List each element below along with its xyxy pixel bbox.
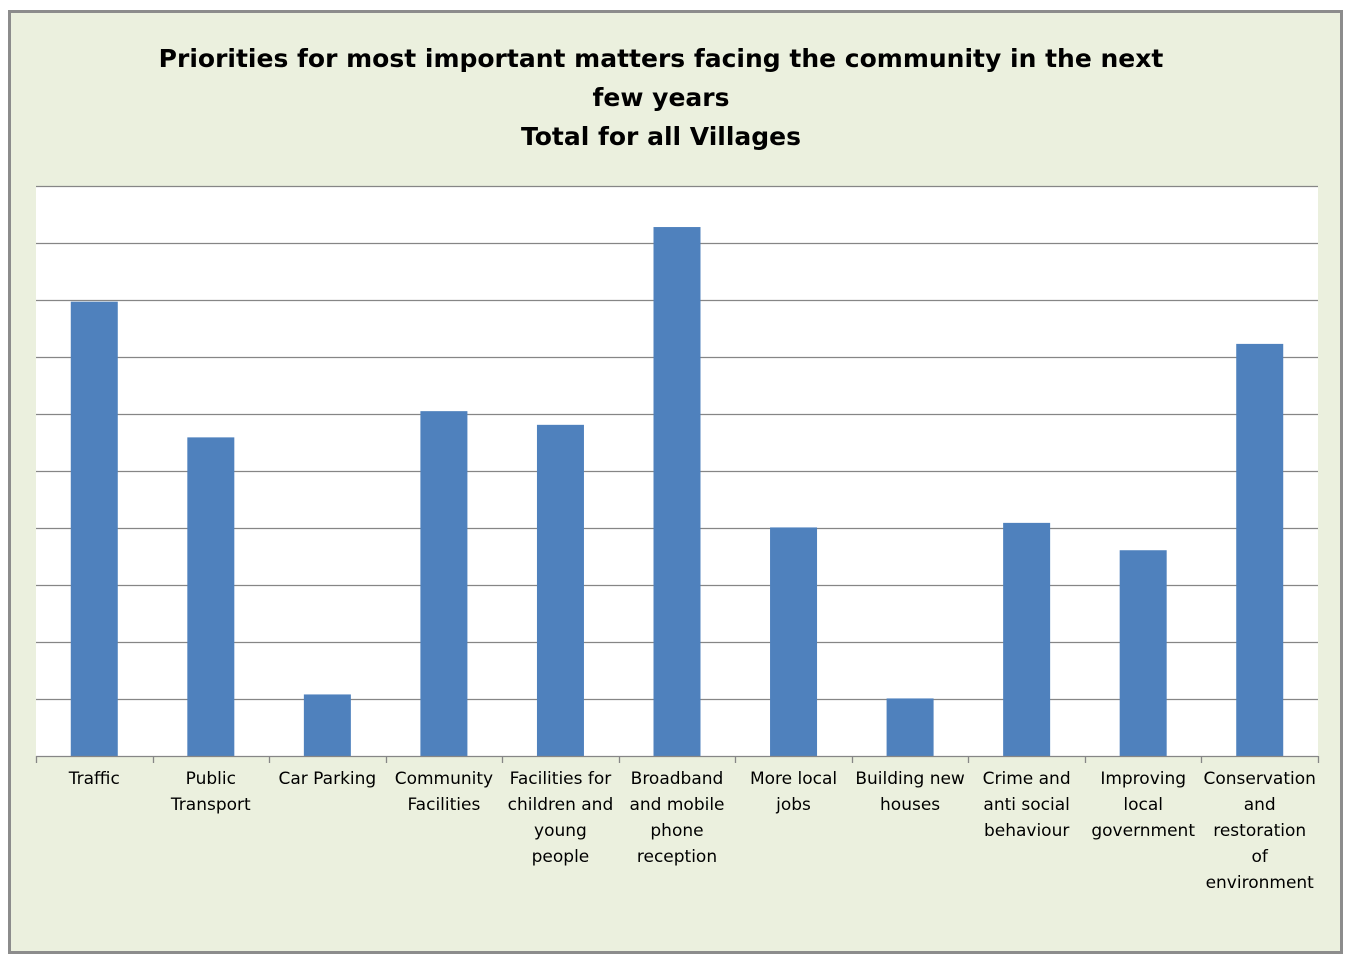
chart-frame: Priorities for most important matters fa… [8, 10, 1343, 954]
x-axis-labels: Traffic Public Transport Car Parking Communi… [68, 769, 1316, 893]
x-tick-label-line: behaviour [984, 821, 1069, 841]
x-tick-label-line: Broadband [631, 769, 724, 789]
bar-2 [303, 694, 351, 756]
x-tick-label-line: and [1244, 795, 1276, 815]
x-tick-label-4: Facilities for children and young people [508, 769, 614, 867]
x-tick-label-5: Broadband and mobile phone reception [629, 769, 724, 867]
x-tick-label-line: Community [395, 769, 493, 789]
x-tick-label-3: Community Facilities [395, 769, 493, 815]
x-tick-label-line: children and [508, 795, 614, 815]
x-tick-label-line: Facilities [407, 795, 480, 815]
bar-10 [1236, 343, 1284, 756]
x-tick-label-line: environment [1206, 873, 1315, 893]
x-tick-label-7: Building new houses [855, 769, 965, 815]
x-tick-label-line: Conservation [1204, 769, 1316, 789]
bars [70, 227, 1284, 757]
x-tick-label-line: phone [650, 821, 703, 841]
bar-0 [70, 301, 118, 756]
x-tick-label-line: houses [880, 795, 940, 815]
x-tick-label-0: Traffic [68, 769, 120, 789]
x-tick-label-10: Conservation and restoration of environment [1204, 769, 1316, 893]
bar-9 [1119, 550, 1167, 756]
x-tick-label-line: people [532, 847, 590, 867]
x-tick-label-line: Car Parking [279, 769, 377, 789]
chart-title: Priorities for most important matters fa… [11, 39, 1311, 156]
x-tick-label-line: Facilities for [510, 769, 612, 789]
x-tick-label-line: and mobile [629, 795, 724, 815]
x-tick-label-1: Public Transport [170, 769, 251, 815]
x-tick-label-line: of [1252, 847, 1269, 867]
x-tick-label-line: Improving [1100, 769, 1186, 789]
x-tick-label-2: Car Parking [279, 769, 377, 789]
bar-3 [420, 411, 468, 756]
x-tick-label-8: Crime and anti social behaviour [983, 769, 1071, 841]
x-tick-label-line: Traffic [68, 769, 120, 789]
x-tick-label-line: anti social [983, 795, 1069, 815]
bar-6 [770, 527, 818, 756]
bar-8 [1003, 522, 1051, 756]
x-tick-label-line: young [534, 821, 587, 841]
x-tick-label-line: restoration [1213, 821, 1306, 841]
x-tick-label-line: jobs [775, 795, 811, 815]
x-axis [35, 755, 1320, 763]
chart-title-line-1: Priorities for most important matters fa… [158, 44, 1164, 73]
bar-4 [536, 424, 584, 756]
x-tick-label-line: reception [637, 847, 717, 867]
x-tick-label-line: Transport [170, 795, 251, 815]
x-tick-label-line: Crime and [983, 769, 1071, 789]
bar-7 [886, 698, 934, 756]
x-tick-label-line: Public [186, 769, 236, 789]
x-tick-label-line: local [1123, 795, 1163, 815]
x-tick-label-line: Building new [855, 769, 965, 789]
chart-title-line-2: few years [592, 83, 730, 112]
x-tick-label-line: government [1091, 821, 1195, 841]
x-tick-label-6: More local jobs [750, 769, 837, 815]
bar-chart: Traffic Public Transport Car Parking Communi… [35, 185, 1320, 893]
x-tick-label-line: More local [750, 769, 837, 789]
x-tick-label-9: Improving local government [1091, 769, 1195, 841]
chart-title-line-3: Total for all Villages [520, 122, 802, 151]
bar-5 [653, 227, 701, 757]
bar-1 [187, 437, 235, 756]
